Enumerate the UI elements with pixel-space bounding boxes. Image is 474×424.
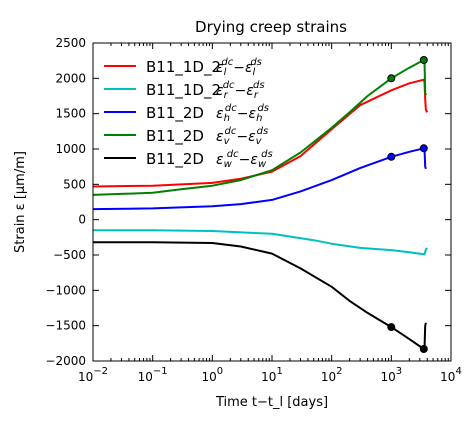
- y-tick-label: −500: [53, 248, 86, 262]
- y-tick-label: 1000: [55, 142, 86, 156]
- series-line-5: [93, 241, 427, 350]
- x-axis-label: Time t−t_l [days]: [215, 395, 328, 410]
- legend-label-2: B11_1D_2: [146, 81, 221, 100]
- y-tick-label: 500: [63, 177, 86, 191]
- y-tick-label: 1500: [55, 107, 86, 121]
- axis-ticks: 10−2 10−1 100 101 102 103 104 2500 2000 1500 1000 5…: [45, 36, 461, 384]
- legend-formula-1: εldc−εlds: [216, 57, 262, 78]
- plot-frame: [92, 42, 452, 362]
- y-tick-label: 2000: [55, 71, 86, 85]
- y-tick-label: −1000: [45, 283, 86, 297]
- legend-formula-3: εhdc−εhds: [216, 103, 269, 124]
- y-axis-label: Strain ε [μm/m]: [13, 151, 28, 253]
- series-3-marker-1: [387, 152, 396, 161]
- chart-title: Drying creep strains: [195, 18, 347, 36]
- x-tick-label: 100: [202, 366, 224, 384]
- x-tick-label: 103: [381, 366, 403, 384]
- plot-curves: [92, 56, 429, 353]
- x-tick-label: 104: [440, 366, 462, 384]
- y-tick-label: 0: [78, 213, 86, 227]
- series-line-2: [93, 229, 429, 256]
- legend-label-3: B11_2D: [146, 104, 204, 123]
- series-3-marker-2: [419, 144, 428, 153]
- legend: B11_1D_2εldc−εldsB11_1D_2εrdc−εrdsB11_2D…: [104, 57, 273, 170]
- x-tick-label: 10−1: [138, 366, 168, 384]
- x-tick-label: 10−2: [78, 366, 108, 384]
- x-tick-label: 101: [261, 366, 283, 384]
- y-tick-label: −1500: [45, 319, 86, 333]
- x-tick-label: 102: [321, 366, 343, 384]
- legend-label-4: B11_2D: [146, 127, 204, 146]
- series-5-marker-1: [387, 323, 396, 332]
- legend-formula-4: εvdc−εvds: [216, 126, 268, 147]
- series-line-3: [92, 147, 427, 211]
- legend-label-5: B11_2D: [146, 150, 204, 169]
- y-tick-label: 2500: [55, 36, 86, 50]
- legend-formula-5: εwdc−εwds: [216, 149, 273, 170]
- series-5-marker-2: [419, 345, 428, 353]
- series-4-marker-2: [419, 56, 428, 64]
- series-4-marker-1: [387, 74, 396, 83]
- legend-label-1: B11_1D_2: [146, 58, 221, 77]
- legend-formula-2: εrdc−εrds: [216, 80, 265, 101]
- y-tick-label: −2000: [45, 354, 86, 368]
